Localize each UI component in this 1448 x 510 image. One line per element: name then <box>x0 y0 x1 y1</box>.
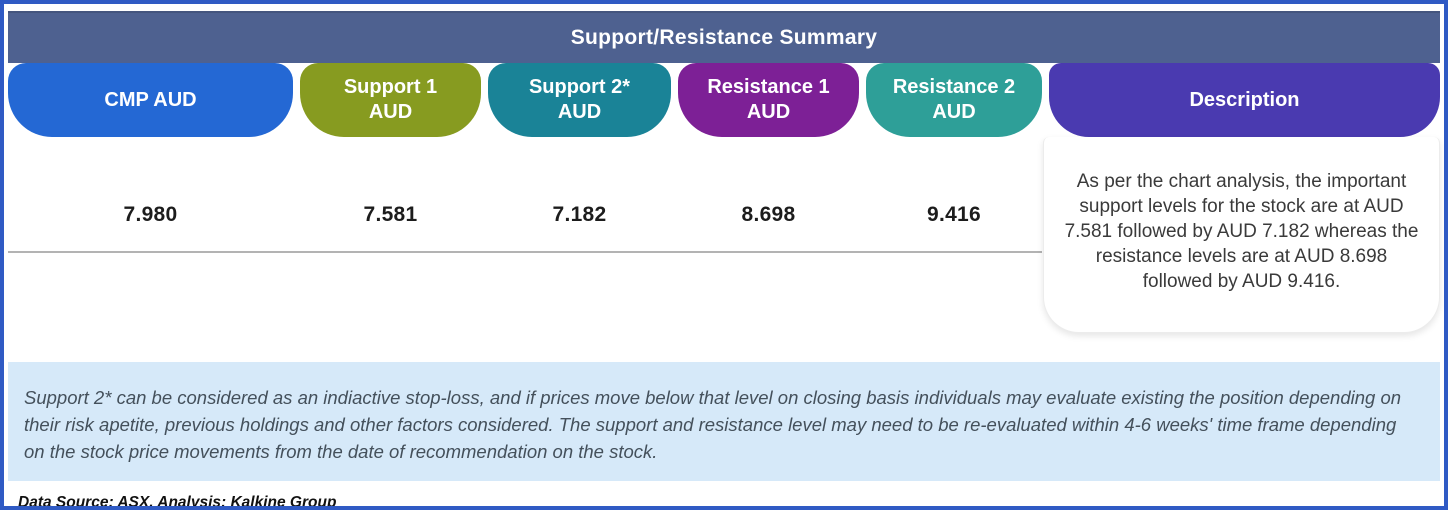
column-label: CMP AUD <box>104 88 197 111</box>
column-sublabel: AUD <box>932 101 976 123</box>
column-header-cmp: CMP AUD <box>8 63 293 137</box>
column-label: Description <box>1189 88 1300 111</box>
column-label: Support 1 <box>343 76 438 98</box>
page-title: Support/Resistance Summary <box>570 26 878 49</box>
column-headers-row: CMP AUD Support 1 AUD Support 2* AUD Res… <box>8 63 1440 137</box>
footnote-band: Support 2* can be considered as an india… <box>8 362 1440 481</box>
column-label: Resistance 1 <box>707 76 830 98</box>
value-cmp: 7.980 <box>123 203 178 226</box>
values-row: 7.980 7.581 7.182 8.698 9.416 <box>8 137 1440 227</box>
card-inner: Support/Resistance Summary CMP AUD Suppo… <box>8 11 1440 510</box>
description-card: As per the chart analysis, the important… <box>1043 137 1440 333</box>
data-source-line: Data Source: ASX, Analysis: Kalkine Grou… <box>18 494 337 510</box>
column-header-resistance2: Resistance 2 AUD <box>866 63 1042 137</box>
column-sublabel: AUD <box>368 101 413 123</box>
column-label: Support 2* <box>528 76 631 98</box>
column-header-support2: Support 2* AUD <box>488 63 671 137</box>
title-bar: Support/Resistance Summary <box>8 11 1440 63</box>
value-support2: 7.182 <box>552 203 607 226</box>
values-section: 7.980 7.581 7.182 8.698 9.416 As per the… <box>8 137 1440 362</box>
column-header-resistance1: Resistance 1 AUD <box>678 63 859 137</box>
column-label: Resistance 2 <box>892 76 1016 98</box>
value-support1: 7.581 <box>363 203 418 226</box>
column-header-support1: Support 1 AUD <box>300 63 481 137</box>
footnote-text: Support 2* can be considered as an india… <box>24 387 1402 462</box>
value-resistance2: 9.416 <box>926 203 982 226</box>
values-divider-line <box>8 251 1042 253</box>
description-text: As per the chart analysis, the important… <box>1064 171 1419 292</box>
value-resistance1: 8.698 <box>741 203 796 226</box>
column-header-description: Description <box>1049 63 1440 137</box>
column-sublabel: AUD <box>746 101 791 123</box>
column-sublabel: AUD <box>557 101 602 123</box>
